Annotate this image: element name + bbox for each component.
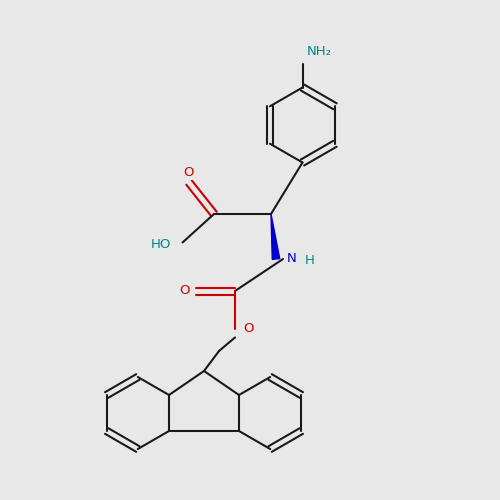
Polygon shape [271,214,280,260]
Text: O: O [183,166,193,179]
Text: O: O [244,322,254,336]
Text: HO: HO [151,238,172,252]
Text: H: H [305,254,315,267]
Text: NH₂: NH₂ [306,46,332,59]
Text: O: O [180,284,190,298]
Text: N: N [287,252,296,266]
